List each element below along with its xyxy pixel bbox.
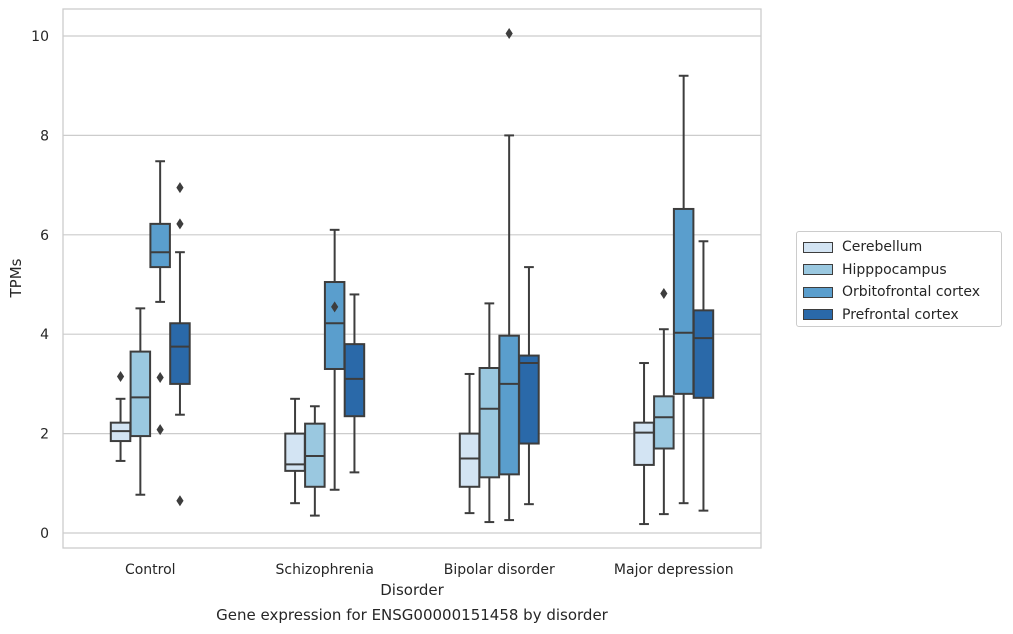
- box: [304, 405, 326, 517]
- box: [284, 397, 306, 505]
- outlier-point: [176, 182, 184, 194]
- y-tick-label: 2: [40, 427, 49, 443]
- outlier-point: [116, 370, 125, 382]
- box: [498, 28, 520, 522]
- legend-label: Cerebellum: [842, 239, 923, 256]
- box: [169, 182, 191, 507]
- legend-item: Hipppocampus: [803, 259, 1001, 282]
- box-iqr: [518, 354, 540, 445]
- box-iqr: [692, 309, 715, 399]
- box-iqr: [129, 350, 152, 438]
- y-tick-label: 8: [40, 128, 49, 144]
- box: [653, 287, 675, 516]
- y-tick-labels: 0 2 4 6 8 10: [31, 29, 49, 542]
- legend-item: Orbitofrontal cortex: [803, 281, 1001, 304]
- legend-item: Cerebellum: [803, 236, 1001, 259]
- box: [458, 372, 481, 515]
- box: [109, 370, 132, 462]
- y-tick-label: 6: [40, 228, 49, 244]
- y-tick-label: 4: [40, 327, 49, 343]
- y-axis-label: TPMs: [7, 258, 25, 298]
- box-iqr: [458, 432, 481, 488]
- outlier-point: [156, 424, 164, 436]
- box: [149, 160, 171, 436]
- box: [343, 293, 366, 474]
- x-tick-label: Major depression: [614, 562, 734, 578]
- box: [672, 74, 695, 505]
- outlier-point: [156, 371, 164, 383]
- y-tick-label: 10: [31, 29, 49, 45]
- outlier-point: [505, 28, 513, 40]
- legend-label: Hipppocampus: [842, 261, 947, 278]
- x-tick-label: Schizophrenia: [276, 562, 374, 578]
- plot-area-frame: [62, 8, 762, 549]
- x-axis-label: Disorder: [380, 581, 444, 599]
- legend-swatch: [803, 309, 833, 321]
- box-iqr: [323, 281, 346, 370]
- x-tick-label: Bipolar disorder: [444, 562, 555, 578]
- outlier-point: [660, 287, 668, 299]
- figure-caption: Gene expression for ENSG00000151458 by d…: [216, 606, 608, 624]
- y-tick-label: 0: [40, 526, 49, 542]
- legend-label: Prefrontal cortex: [842, 306, 959, 323]
- x-tick-label: Control: [125, 562, 176, 578]
- box: [323, 228, 346, 491]
- box-iqr: [478, 366, 501, 479]
- outlier-point: [176, 218, 184, 230]
- legend-swatch: [803, 241, 833, 253]
- x-tick-labels: Control Schizophrenia Bipolar disorder Majo…: [125, 562, 734, 578]
- legend-label: Orbitofrontal cortex: [842, 284, 980, 301]
- legend-swatch: [803, 286, 833, 298]
- box-iqr: [672, 207, 695, 395]
- box-iqr: [498, 334, 520, 476]
- box-iqr: [343, 343, 366, 418]
- outlier-point: [176, 495, 184, 507]
- box-iqr: [149, 222, 171, 269]
- box-iqr: [653, 395, 675, 450]
- box-iqr: [633, 421, 655, 466]
- legend-item: Prefrontal cortex: [803, 304, 1001, 327]
- boxes-layer: [109, 28, 715, 526]
- box: [633, 362, 655, 526]
- legend: Cerebellum Hipppocampus Orbitofrontal cort…: [796, 231, 1002, 327]
- legend-swatch: [803, 264, 833, 276]
- outlier-point: [331, 301, 339, 313]
- grid-lines: [63, 35, 761, 534]
- box: [692, 240, 715, 512]
- box: [129, 307, 152, 496]
- box: [478, 302, 501, 524]
- box: [518, 266, 540, 506]
- box-iqr: [169, 322, 191, 385]
